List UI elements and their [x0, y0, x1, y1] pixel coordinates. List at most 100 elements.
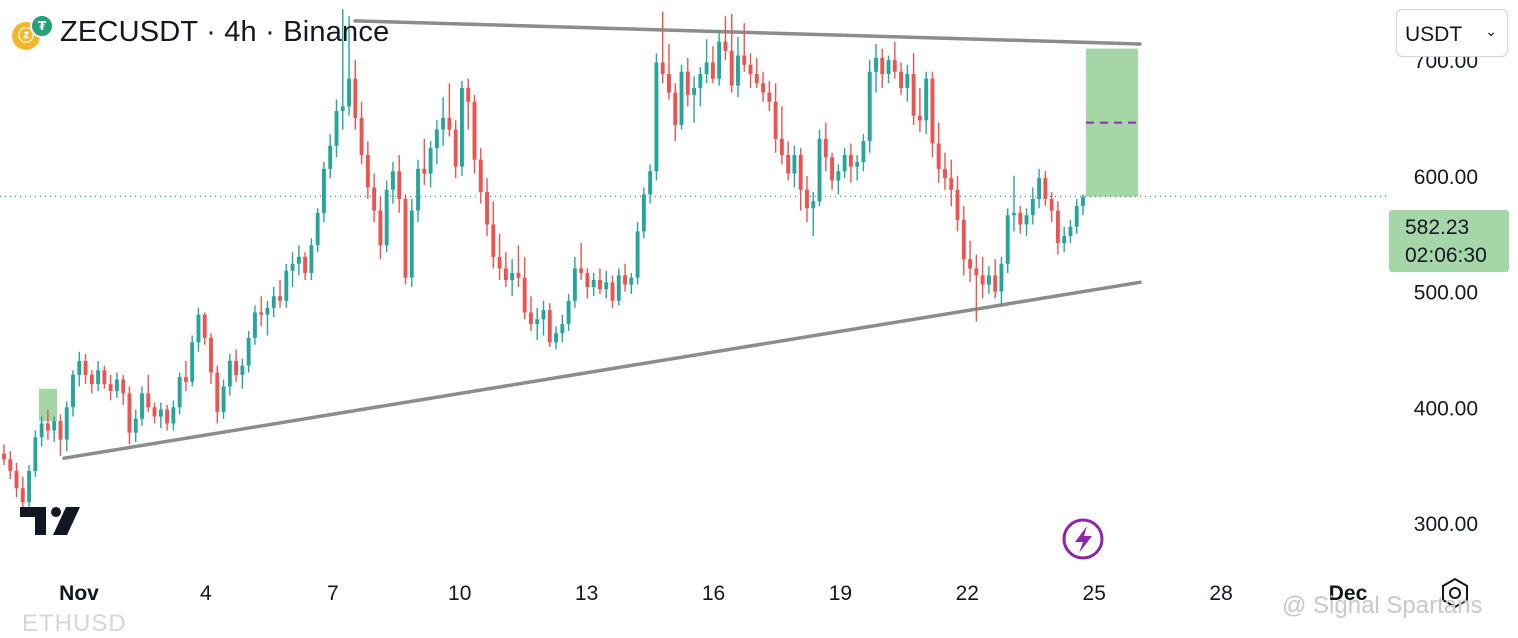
candle-body	[52, 421, 57, 431]
candle	[472, 94, 477, 174]
candle-body	[2, 453, 6, 460]
symbol-title[interactable]: ZECUSDT · 4h · Binance	[60, 16, 390, 48]
candle-body	[1055, 210, 1060, 243]
candle	[246, 330, 251, 373]
candle-body	[1018, 212, 1023, 225]
x-tick-label: 13	[575, 582, 598, 605]
candle	[673, 83, 678, 142]
candle	[146, 374, 151, 412]
candle-body	[1024, 215, 1029, 225]
candle-body	[27, 470, 32, 503]
candle-body	[874, 57, 878, 72]
candle	[704, 39, 709, 84]
candle-body	[635, 231, 640, 278]
candle	[503, 252, 508, 287]
candle-body	[209, 337, 213, 373]
candle	[240, 358, 245, 389]
currency-selector[interactable]: USDT ⌄	[1396, 9, 1508, 57]
y-tick-label: 400.00	[1414, 397, 1478, 420]
candle-body	[616, 275, 621, 301]
candle	[761, 71, 766, 102]
trendline-lower[interactable]	[62, 280, 1142, 460]
candle-body	[158, 409, 163, 417]
candle	[252, 305, 257, 345]
candle-body	[610, 282, 615, 301]
candle-body	[911, 74, 916, 116]
candle-body	[485, 192, 489, 225]
x-tick-label: 28	[1209, 582, 1232, 605]
candle	[422, 138, 427, 186]
candle-body	[83, 360, 88, 375]
candle-body	[416, 168, 420, 211]
candle	[365, 141, 370, 200]
candle	[830, 152, 835, 190]
candle-body	[936, 143, 941, 169]
candle	[855, 155, 860, 181]
candle-body	[1030, 199, 1035, 216]
candle-body	[698, 74, 703, 88]
candle	[397, 155, 402, 213]
candle-body	[221, 386, 226, 412]
trendline-upper[interactable]	[353, 19, 1142, 46]
candle	[2, 444, 6, 466]
candle	[384, 180, 389, 253]
candle-body	[390, 171, 395, 190]
lightning-icon[interactable]	[1062, 518, 1104, 560]
candle-body	[409, 210, 414, 278]
candle	[522, 256, 527, 320]
candle	[64, 401, 69, 452]
candle	[221, 379, 226, 419]
candle	[943, 152, 947, 190]
candle	[535, 307, 540, 341]
candle-body	[767, 92, 772, 102]
y-tick-label: 500.00	[1414, 282, 1478, 305]
candle	[1062, 226, 1067, 253]
candle	[491, 201, 496, 269]
ethusd-partial-label: ETHUSD	[22, 610, 127, 637]
candle-body	[899, 71, 904, 88]
candle	[566, 293, 571, 331]
candle	[309, 238, 314, 280]
candle-body	[321, 168, 326, 213]
candle	[892, 41, 897, 79]
candle-body	[830, 157, 835, 181]
candle-body	[265, 307, 270, 315]
candle-body	[773, 101, 778, 139]
y-tick-label: 300.00	[1414, 513, 1478, 536]
candle	[378, 196, 383, 260]
candle-body	[45, 423, 50, 431]
candle	[8, 451, 13, 480]
x-tick-label: 10	[448, 582, 471, 605]
candle	[598, 268, 602, 294]
settings-icon[interactable]	[1438, 576, 1472, 610]
candle	[980, 256, 985, 299]
chevron-down-icon: ⌄	[1485, 24, 1497, 40]
candle-body	[491, 224, 496, 257]
candle	[993, 259, 998, 299]
candle-body	[723, 41, 728, 51]
candle	[403, 194, 408, 285]
candle-body	[315, 212, 320, 246]
candle	[1024, 208, 1029, 237]
candle	[1037, 168, 1042, 209]
candle-body	[660, 62, 665, 75]
candle-body	[949, 178, 954, 190]
candle-body	[1037, 178, 1042, 200]
candle-body	[353, 78, 358, 119]
candle-body	[190, 342, 195, 382]
candle-body	[748, 64, 753, 75]
tradingview-logo[interactable]	[18, 504, 82, 538]
candle-body	[121, 379, 126, 394]
candle-body	[165, 409, 170, 424]
candles	[2, 9, 1085, 510]
candle	[202, 312, 207, 345]
candle	[541, 300, 546, 336]
candle-body	[779, 138, 784, 156]
candle-body	[955, 189, 960, 220]
candle	[842, 148, 847, 179]
last-price-value: 582.23	[1405, 216, 1470, 239]
candle-body	[127, 393, 132, 433]
candle-body	[811, 201, 816, 209]
candle-body	[290, 263, 295, 271]
